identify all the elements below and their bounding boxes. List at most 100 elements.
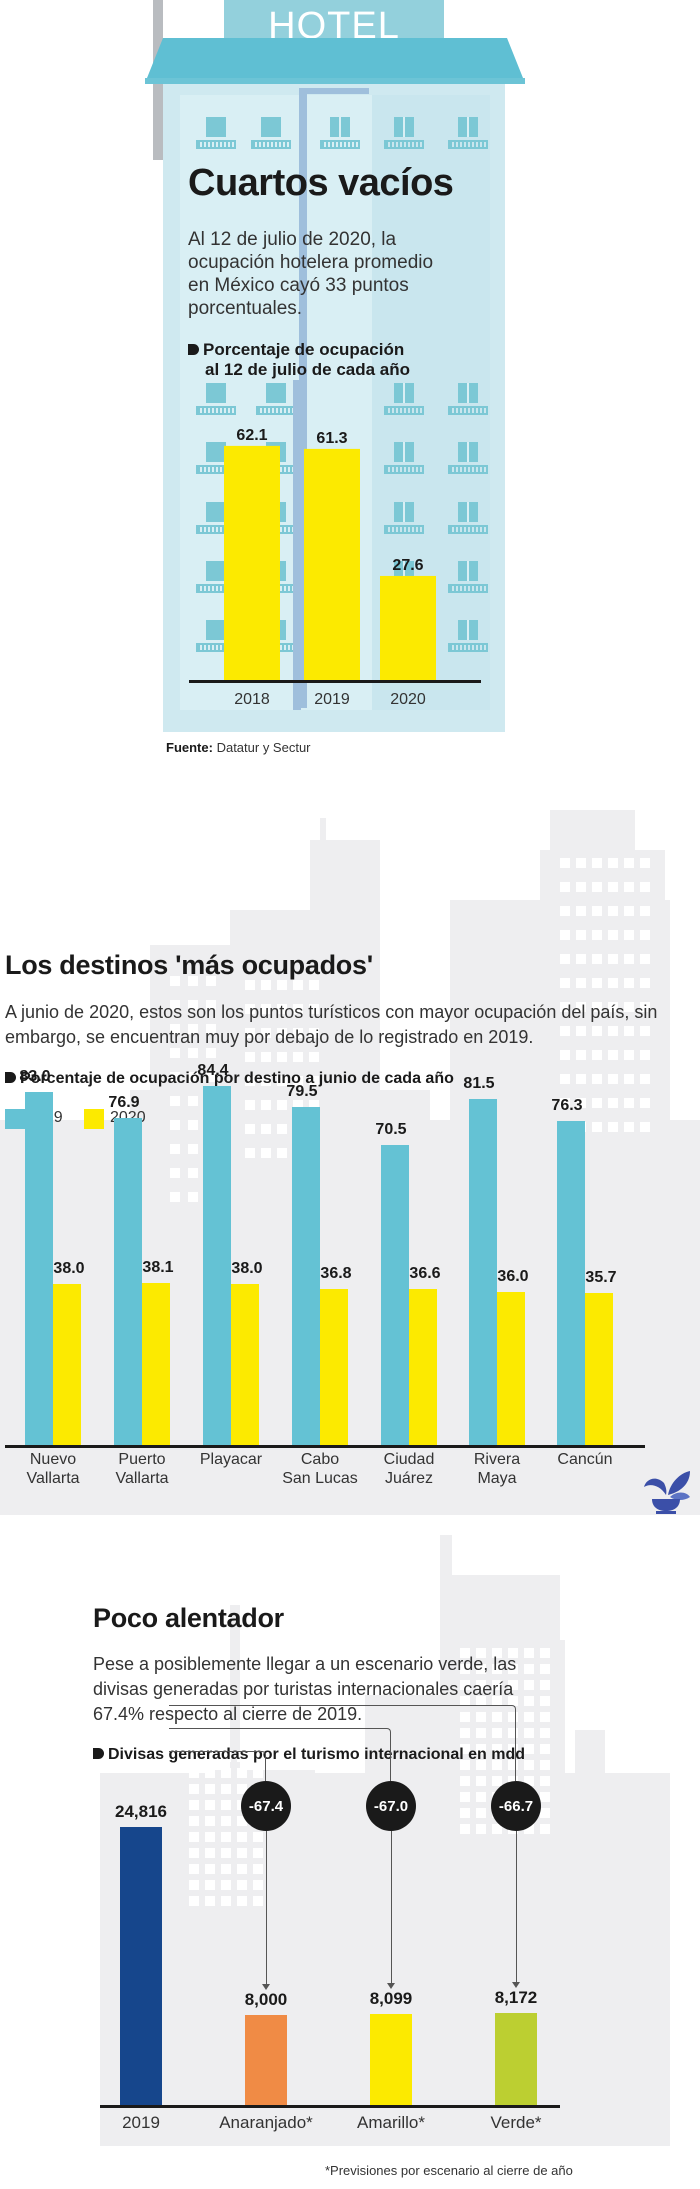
building-window — [189, 1768, 199, 1778]
window-icon — [206, 117, 226, 137]
bar-2019 — [469, 1098, 497, 1445]
bar-2019 — [381, 1145, 409, 1445]
building-window — [206, 1072, 216, 1082]
building-window — [560, 1050, 570, 1060]
building-window — [221, 1896, 231, 1906]
building-window — [508, 1744, 518, 1754]
bar-2020 — [53, 1283, 81, 1445]
building-window — [188, 1192, 198, 1202]
x-axis-line — [189, 680, 481, 683]
building-window — [221, 1800, 231, 1810]
arrow-head-icon — [262, 1984, 270, 1991]
building-window — [245, 1148, 255, 1158]
building-window — [624, 882, 634, 892]
building-window — [624, 1002, 634, 1012]
building-window — [253, 1752, 263, 1762]
building-window — [460, 1808, 470, 1818]
arrow-head-icon — [512, 1982, 520, 1989]
building-window — [189, 1752, 199, 1762]
balcony-icon — [448, 643, 488, 652]
building-window — [540, 1808, 550, 1818]
building-window — [206, 1024, 216, 1034]
source-text: Datatur y Sectur — [216, 740, 311, 755]
x-tick-label: Nuevo Vallarta — [26, 1451, 80, 1487]
building-window — [205, 1768, 215, 1778]
building-window — [460, 1680, 470, 1690]
window-icon — [458, 502, 478, 522]
building-window — [309, 980, 319, 990]
building-window — [293, 1100, 303, 1110]
balcony-icon — [384, 525, 424, 534]
building-window — [540, 1792, 550, 1802]
building-window — [508, 1760, 518, 1770]
building-window — [560, 954, 570, 964]
building-window — [576, 1050, 586, 1060]
x-tick-label: Cabo San Lucas — [282, 1451, 358, 1487]
window-icon — [394, 502, 414, 522]
building-window — [508, 1728, 518, 1738]
source-note: Fuente: Datatur y Sectur — [166, 740, 311, 755]
building-window — [309, 1004, 319, 1014]
building-window — [624, 954, 634, 964]
bar-2019 — [292, 1107, 320, 1445]
building-window — [524, 1760, 534, 1770]
building-window — [592, 954, 602, 964]
building-window — [309, 1052, 319, 1062]
building-window — [189, 1784, 199, 1794]
bar-value-label: 27.6 — [392, 557, 423, 574]
building-window — [189, 1896, 199, 1906]
balcony-icon — [196, 406, 236, 415]
building-window — [221, 1768, 231, 1778]
building-window — [492, 1776, 502, 1786]
building-window — [237, 1896, 247, 1906]
bar-value-label: 76.9 — [108, 1094, 140, 1112]
building-window — [245, 1076, 255, 1086]
building-window — [309, 1100, 319, 1110]
building-window — [188, 1168, 198, 1178]
bar-2020 — [497, 1292, 525, 1445]
building-window — [476, 1680, 486, 1690]
building-window — [592, 1074, 602, 1084]
building-window — [592, 1098, 602, 1108]
building-window — [524, 1648, 534, 1658]
building-window — [460, 1728, 470, 1738]
building-window — [524, 1776, 534, 1786]
building-window — [261, 1004, 271, 1014]
building-window — [492, 1744, 502, 1754]
building-window — [624, 1050, 634, 1060]
connector-line — [169, 1705, 516, 1781]
building-window — [261, 1028, 271, 1038]
building-window — [205, 1880, 215, 1890]
window-icon — [206, 502, 226, 522]
building-window — [476, 1760, 486, 1770]
building-window — [206, 1048, 216, 1058]
bar-value-label: 36.6 — [409, 1265, 441, 1283]
building-window — [492, 1648, 502, 1658]
building-window — [277, 1028, 287, 1038]
building-window — [640, 1098, 650, 1108]
bar-value-label: 84.4 — [197, 1062, 229, 1080]
building-window — [576, 1026, 586, 1036]
building-window — [640, 858, 650, 868]
building-window — [188, 1072, 198, 1082]
building-window — [476, 1808, 486, 1818]
building-window — [524, 1824, 534, 1834]
building-window — [309, 1028, 319, 1038]
building-window — [253, 1832, 263, 1842]
arrow-line — [391, 1831, 392, 1986]
balcony-icon — [448, 584, 488, 593]
destinations-title: Los destinos 'más ocupados' — [5, 950, 373, 980]
building-window — [592, 1122, 602, 1132]
building-window — [476, 1792, 486, 1802]
building-window — [460, 1664, 470, 1674]
change-badge: -67.0 — [366, 1781, 416, 1831]
building-window — [253, 1864, 263, 1874]
building-window — [576, 882, 586, 892]
building-window — [460, 1648, 470, 1658]
building-window — [592, 906, 602, 916]
building-window — [560, 1098, 570, 1108]
building-window — [460, 1792, 470, 1802]
building-window — [293, 1076, 303, 1086]
building-window — [560, 930, 570, 940]
bar-value-label: 35.7 — [585, 1269, 617, 1287]
